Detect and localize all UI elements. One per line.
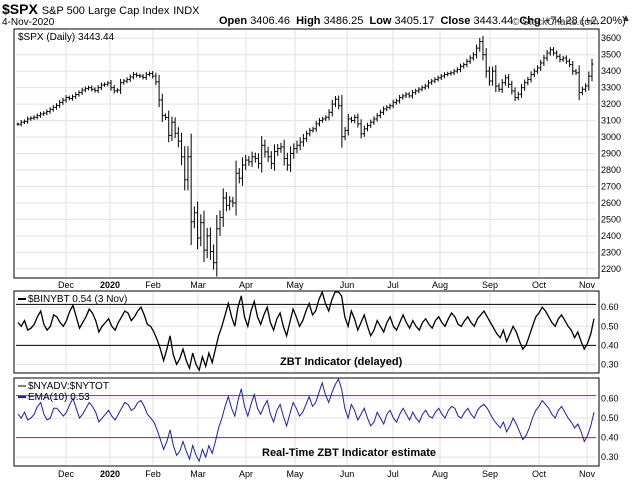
low-label: Low <box>369 15 392 27</box>
y-tick-label: 3400 <box>601 66 621 76</box>
x-tick-label: Sep <box>482 280 498 290</box>
y-tick-label: 0.50 <box>601 413 619 423</box>
y-tick-label: 0.30 <box>601 452 619 462</box>
ohlc-readout: Open 3406.46 High 3486.25 Low 3405.17 Cl… <box>219 15 626 27</box>
x-tick-label: Apr <box>239 280 253 290</box>
y-tick-label: 3300 <box>601 83 621 93</box>
y-tick-label: 0.50 <box>601 321 619 331</box>
x-tick-label: Jul <box>387 280 399 290</box>
y-tick-label: 3100 <box>601 116 621 126</box>
y-tick-label: 2800 <box>601 165 621 175</box>
chevron-up-icon[interactable]: ▲ <box>621 13 631 24</box>
x-tick-label: Dec <box>58 469 75 479</box>
x-tick-label: Sep <box>482 469 498 479</box>
x-tick-label: Mar <box>190 280 206 290</box>
symbol: $SPX <box>2 1 38 17</box>
y-tick-label: 0.40 <box>601 433 619 443</box>
chg-label: Chg <box>519 15 541 27</box>
y-tick-label: 3000 <box>601 132 621 142</box>
x-tick-label: Apr <box>239 469 253 479</box>
chart-title: $SPX S&P 500 Large Cap Index INDX <box>2 1 200 17</box>
x-tick-label: Feb <box>145 469 161 479</box>
rt-annotation: Real-Time ZBT Indicator estimate <box>262 447 436 459</box>
indicator-line <box>17 377 595 463</box>
index-name: S&P 500 Large Cap Index <box>41 5 170 17</box>
high-label: High <box>296 15 321 27</box>
y-tick-label: 2300 <box>601 247 621 257</box>
zbt-panel-frame <box>13 290 600 374</box>
x-tick-label: Nov <box>579 280 596 290</box>
x-tick-label: Jul <box>387 469 399 479</box>
y-tick-label: 0.60 <box>601 394 619 404</box>
x-tick-label: Mar <box>190 469 206 479</box>
rt-legend-ema: EMA(10) 0.53 <box>28 392 90 403</box>
high-value: 3486.25 <box>323 15 364 27</box>
x-tick-label: Feb <box>145 280 161 290</box>
x-tick-label: Dec <box>58 280 75 290</box>
y-tick-label: 2600 <box>601 198 621 208</box>
open-value: 3406.46 <box>250 15 290 27</box>
zbt-annotation: ZBT Indicator (delayed) <box>280 356 403 368</box>
x-tick-label: Jun <box>340 280 355 290</box>
y-tick-label: 3600 <box>601 33 621 43</box>
zbt-legend: $BINYBT 0.54 (3 Nov) <box>28 294 127 305</box>
close-value: 3443.44 <box>473 15 514 27</box>
exchange: INDX <box>173 5 200 17</box>
y-tick-label: 2500 <box>601 214 621 224</box>
y-tick-label: 3500 <box>601 50 621 60</box>
y-tick-label: 2400 <box>601 231 621 241</box>
open-label: Open <box>219 15 248 27</box>
x-tick-label: May <box>286 469 304 479</box>
y-tick-label: 0.60 <box>601 302 619 312</box>
close-label: Close <box>440 15 471 27</box>
y-tick-label: 0.40 <box>601 340 619 350</box>
y-tick-label: 2200 <box>601 264 621 274</box>
x-tick-label: Jun <box>340 469 355 479</box>
price-legend: $SPX (Daily) 3443.44 <box>18 32 115 43</box>
x-tick-label: Aug <box>432 469 448 479</box>
x-tick-label: 2020 <box>100 280 120 290</box>
rt-panel-frame <box>13 377 600 467</box>
x-tick-label: Aug <box>432 280 448 290</box>
rt-legend: $NYADV:$NYTOT <box>28 381 109 392</box>
y-tick-label: 0.30 <box>601 359 619 369</box>
stockcharts-credit: © StockCharts.com <box>512 17 599 28</box>
x-tick-label: 2020 <box>100 469 120 479</box>
chg-value: +74.28 (+2.20%) <box>543 15 626 27</box>
y-tick-label: 2900 <box>601 149 621 159</box>
x-tick-label: Oct <box>532 469 547 479</box>
x-tick-label: Oct <box>532 280 547 290</box>
x-tick-label: May <box>286 280 304 290</box>
y-tick-label: 3200 <box>601 99 621 109</box>
y-tick-label: 2700 <box>601 181 621 191</box>
price-panel-frame <box>13 28 600 279</box>
low-value: 3405.17 <box>394 15 435 27</box>
x-tick-label: Nov <box>579 469 596 479</box>
chart-date: 4-Nov-2020 <box>2 17 55 28</box>
indicator-line <box>17 290 595 372</box>
